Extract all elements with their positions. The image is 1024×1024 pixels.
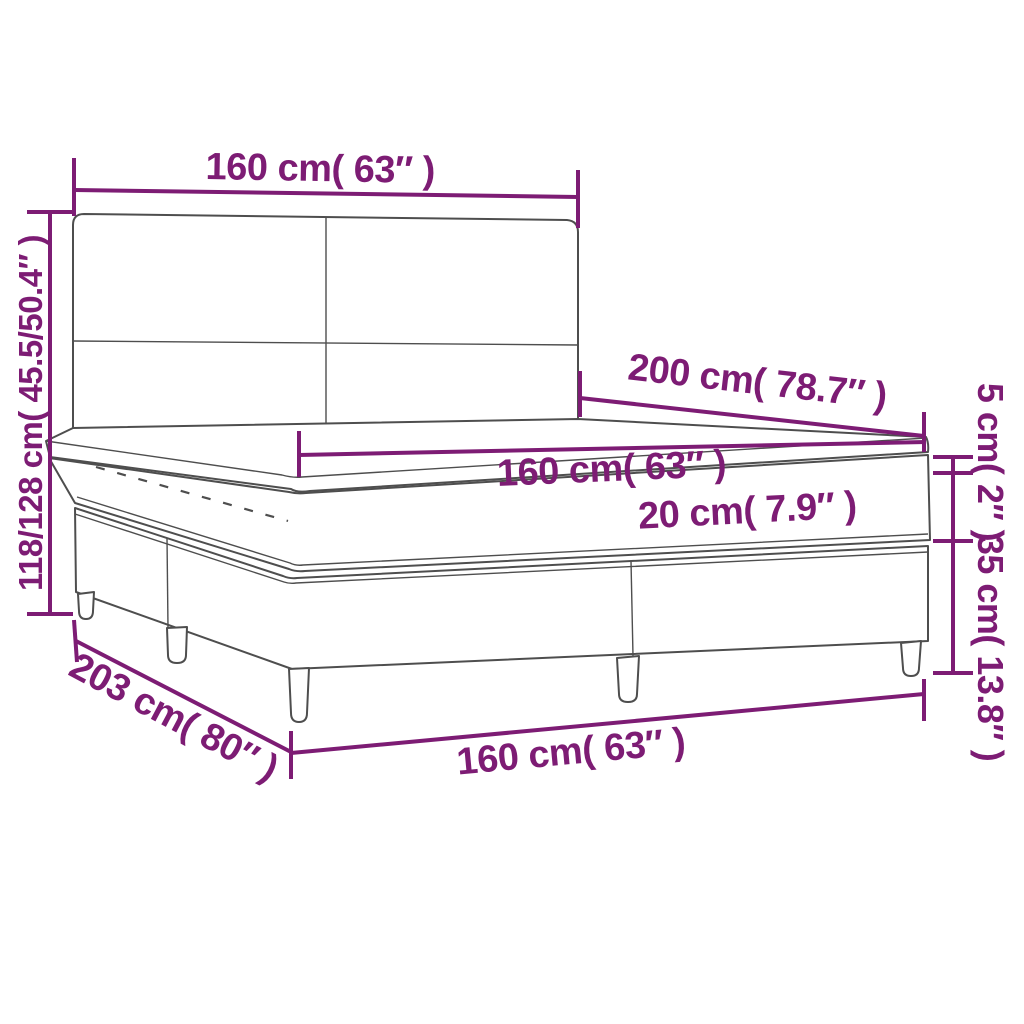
- dim-base-width-line: [290, 692, 925, 755]
- bed-drawing: [45, 213, 931, 723]
- dim-length-line: [579, 396, 925, 438]
- dim-headboard-width-label: 160 cm( 63″ ): [205, 146, 435, 192]
- dim-base-width: 160 cm( 63″ ): [289, 679, 926, 784]
- leg-back-left: [77, 591, 95, 620]
- dim-total-height: 118/128 cm( 45.5/50.4″ ): [12, 210, 73, 616]
- base-front-divider: [630, 560, 634, 657]
- dim-topper-height-label: 5 cm( 2″ ): [970, 383, 1011, 541]
- leg-front-right: [900, 640, 922, 677]
- dim-right-column: 5 cm( 2″ ) 35 cm( 13.8″ ): [933, 383, 1011, 761]
- dim-headboard-width-line: [73, 188, 579, 199]
- base-top-edge: [74, 513, 929, 585]
- dim-base-height-label: 35 cm( 13.8″ ): [970, 535, 1011, 761]
- leg-front-left: [288, 667, 310, 723]
- dim-total-height-label: 118/128 cm( 45.5/50.4″ ): [12, 235, 49, 591]
- dim-base-width-label: 160 cm( 63″ ): [455, 721, 687, 784]
- base-side-divider: [166, 537, 169, 629]
- headboard-divider-horizontal: [72, 340, 579, 346]
- mattress-piping-edge: [76, 496, 929, 566]
- dim-headboard-width: 160 cm( 63″ ): [72, 146, 580, 228]
- leg-middle-left: [166, 626, 188, 664]
- dim-mattress-width-line: [298, 440, 927, 457]
- leg-front-center: [616, 655, 640, 703]
- topper-fold-edge: [45, 437, 927, 478]
- dim-depth-tick-top: [72, 619, 79, 663]
- dim-mattress-width: 160 cm( 63″ ): [297, 431, 927, 495]
- dim-mattress-width-label: 160 cm( 63″ ): [496, 443, 727, 495]
- bed-base: [74, 507, 929, 670]
- dim-depth-line: [75, 639, 294, 755]
- mattress: [48, 454, 931, 573]
- dim-depth-label: 203 cm( 80″ ): [63, 645, 285, 790]
- mattress-topper: [45, 418, 930, 493]
